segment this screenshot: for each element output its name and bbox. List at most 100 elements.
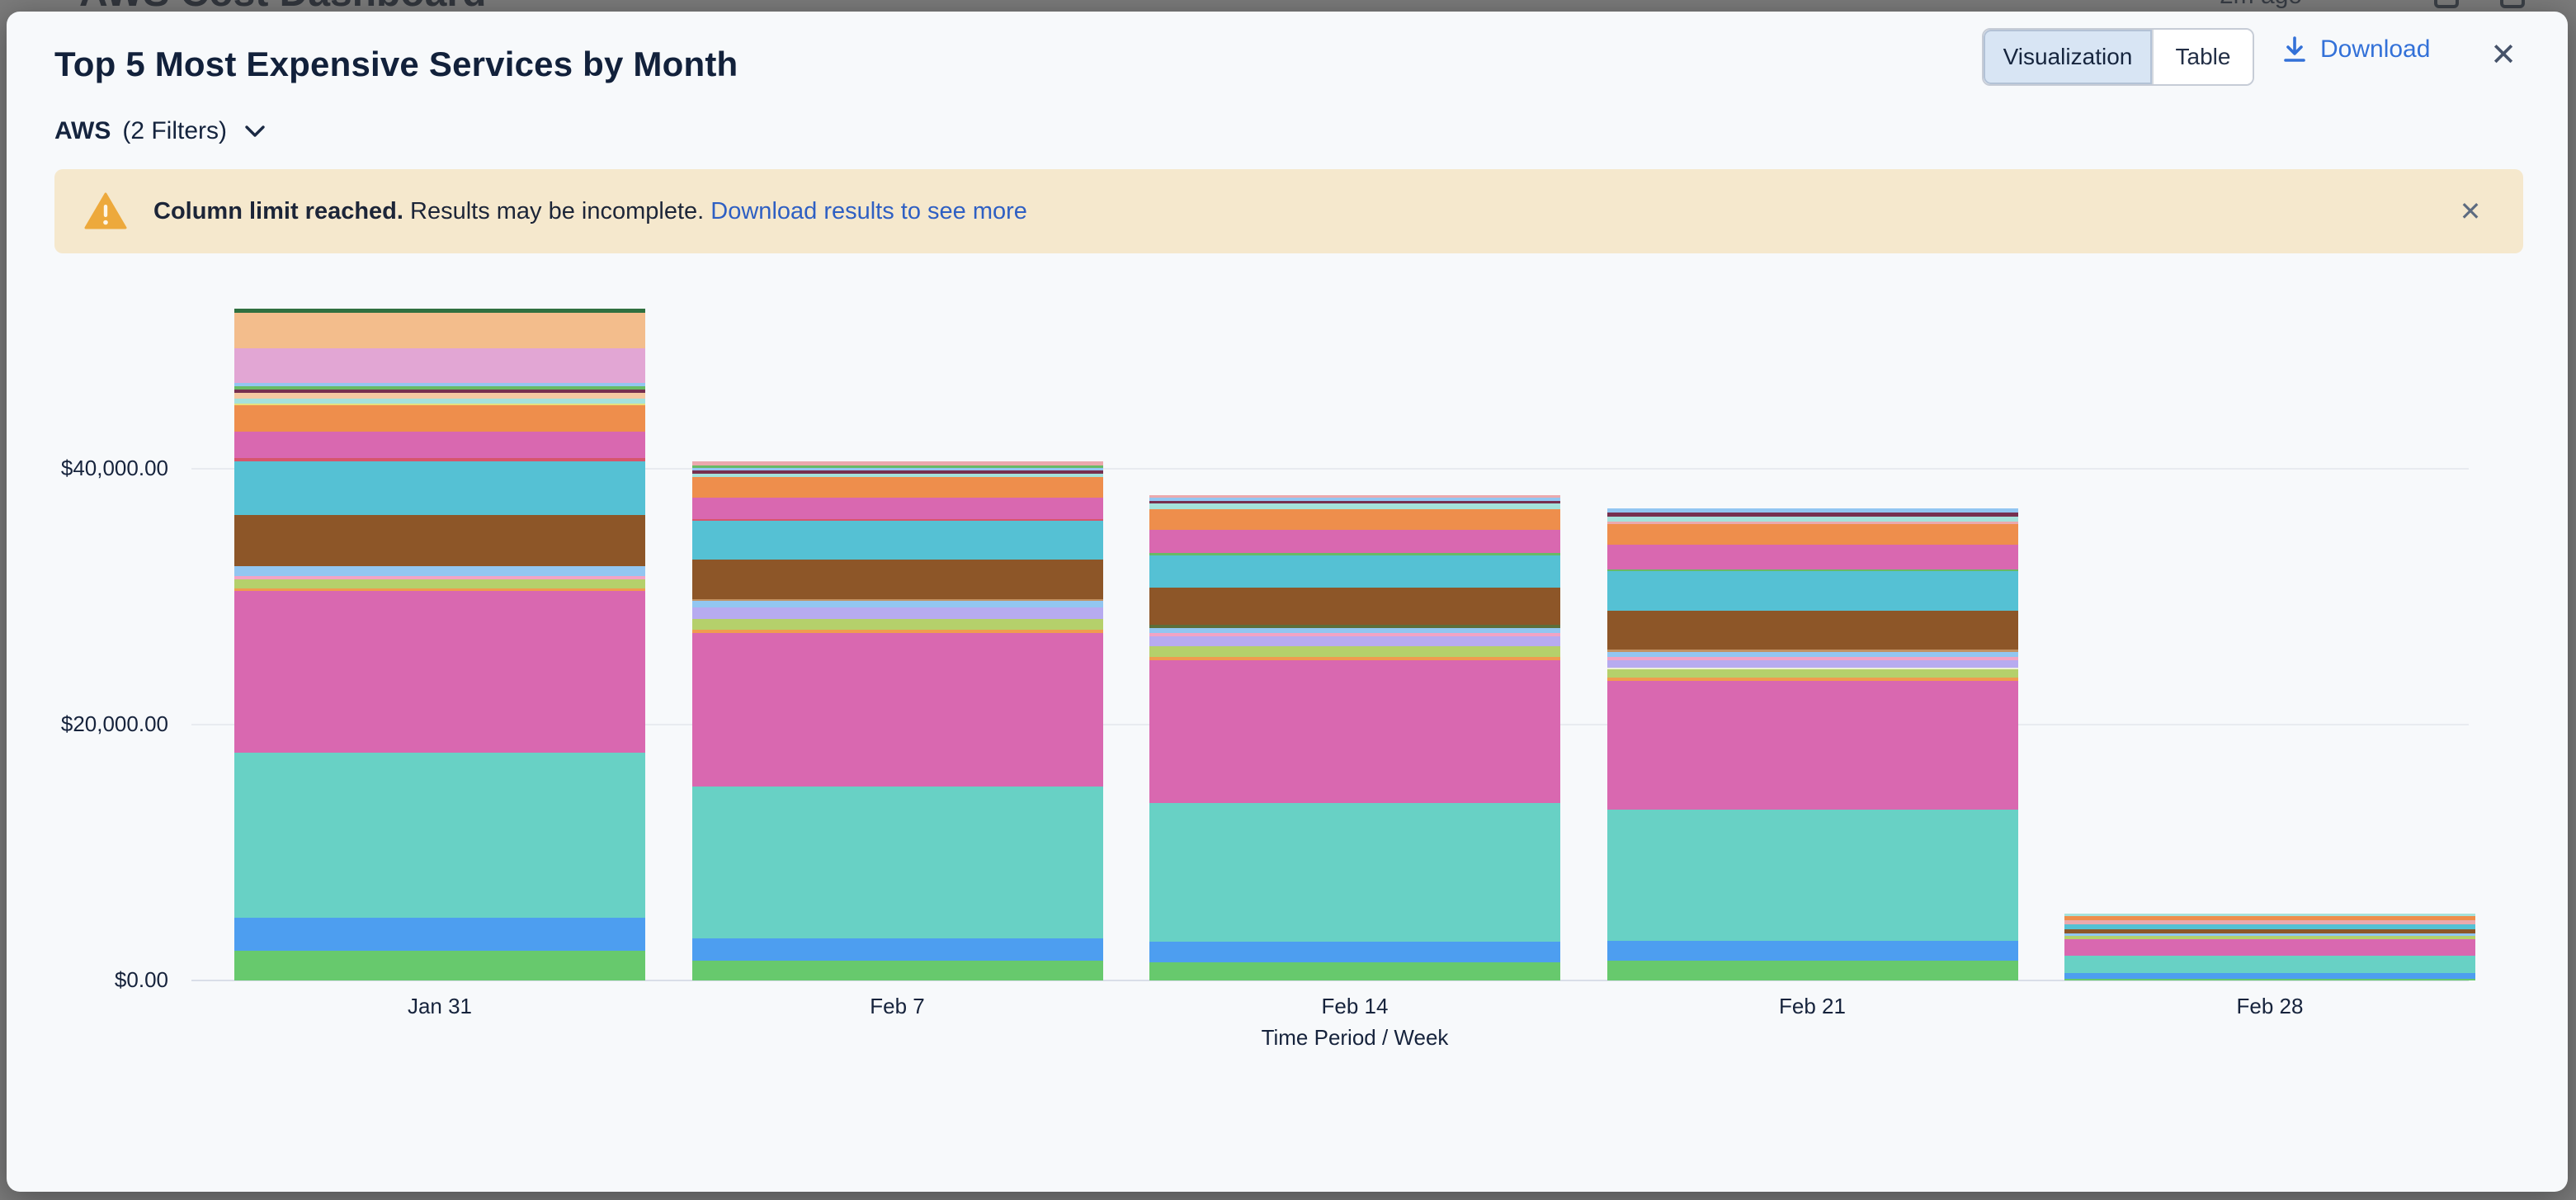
bar-segment[interactable] bbox=[691, 461, 1103, 465]
close-icon[interactable]: ✕ bbox=[2490, 37, 2517, 73]
bar-segment[interactable] bbox=[1606, 523, 2018, 545]
bar-segment[interactable] bbox=[1149, 803, 1560, 943]
bar-segment[interactable] bbox=[1149, 500, 1560, 503]
bar-segment[interactable] bbox=[1149, 497, 1560, 501]
bar-segment[interactable] bbox=[234, 313, 645, 349]
bar-segment[interactable] bbox=[1606, 610, 2018, 650]
bar-segment[interactable] bbox=[1606, 570, 2018, 611]
bar-segment[interactable] bbox=[2064, 936, 2475, 939]
bar-segment[interactable] bbox=[2064, 920, 2475, 925]
bar-segment[interactable] bbox=[234, 565, 645, 576]
bar-segment[interactable] bbox=[1606, 680, 2018, 810]
bar-segment[interactable] bbox=[234, 309, 645, 314]
bar-segment[interactable] bbox=[1149, 646, 1560, 658]
bar-segment[interactable] bbox=[1606, 512, 2018, 517]
bar-segment[interactable] bbox=[691, 618, 1103, 630]
bar-segment[interactable] bbox=[691, 470, 1103, 474]
filter-dropdown[interactable]: AWS (2 Filters) bbox=[54, 117, 267, 145]
bar-segment[interactable] bbox=[2064, 914, 2475, 917]
bar-segment[interactable] bbox=[691, 600, 1103, 608]
bar-segment[interactable] bbox=[2064, 933, 2475, 937]
bar-segment[interactable] bbox=[1606, 809, 2018, 941]
bar-segment[interactable] bbox=[1149, 624, 1560, 628]
bar-segment[interactable] bbox=[1149, 529, 1560, 553]
bar-segment[interactable] bbox=[1149, 636, 1560, 647]
bar-feb-21[interactable] bbox=[1606, 508, 2018, 980]
bar-segment[interactable] bbox=[1149, 494, 1560, 498]
bar-segment[interactable] bbox=[691, 787, 1103, 938]
bar-segment[interactable] bbox=[234, 457, 645, 461]
bar-segment[interactable] bbox=[1149, 503, 1560, 509]
bar-segment[interactable] bbox=[2064, 938, 2475, 956]
bar-segment[interactable] bbox=[234, 398, 645, 404]
tab-table[interactable]: Table bbox=[2152, 30, 2253, 84]
bar-segment[interactable] bbox=[691, 465, 1103, 468]
bar-segment[interactable] bbox=[691, 633, 1103, 787]
bar-feb-28[interactable] bbox=[2064, 914, 2475, 980]
bar-segment[interactable] bbox=[2064, 924, 2475, 930]
bar-segment[interactable] bbox=[234, 591, 645, 754]
bar-segment[interactable] bbox=[691, 559, 1103, 599]
bar-segment[interactable] bbox=[1149, 660, 1560, 804]
bar-segment[interactable] bbox=[1606, 521, 2018, 524]
bar-segment[interactable] bbox=[234, 383, 645, 387]
bar-segment[interactable] bbox=[1606, 677, 2018, 681]
bar-segment[interactable] bbox=[1149, 555, 1560, 588]
bar-segment[interactable] bbox=[1606, 508, 2018, 513]
bar-segment[interactable] bbox=[1606, 660, 2018, 668]
bar-jan-31[interactable] bbox=[234, 309, 645, 980]
bar-segment[interactable] bbox=[234, 579, 645, 588]
bar-segment[interactable] bbox=[1149, 657, 1560, 661]
bar-segment[interactable] bbox=[2064, 929, 2475, 934]
bar-segment[interactable] bbox=[691, 607, 1103, 619]
bar-segment[interactable] bbox=[1149, 633, 1560, 637]
bar-feb-14[interactable] bbox=[1149, 494, 1560, 980]
bar-segment[interactable] bbox=[234, 348, 645, 383]
bar-segment[interactable] bbox=[1606, 569, 2018, 571]
bar-segment[interactable] bbox=[2064, 973, 2475, 979]
bar-segment[interactable] bbox=[1606, 649, 2018, 652]
bar-segment[interactable] bbox=[1606, 544, 2018, 569]
bar-segment[interactable] bbox=[234, 404, 645, 432]
bar-segment[interactable] bbox=[691, 598, 1103, 601]
bar-segment[interactable] bbox=[691, 520, 1103, 560]
bar-segment[interactable] bbox=[1606, 657, 2018, 661]
bar-segment[interactable] bbox=[1149, 942, 1560, 962]
bar-segment[interactable] bbox=[1606, 668, 2018, 669]
bar-segment[interactable] bbox=[691, 938, 1103, 961]
bar-segment[interactable] bbox=[2064, 916, 2475, 921]
bar-segment[interactable] bbox=[234, 404, 645, 405]
bar-segment[interactable] bbox=[691, 476, 1103, 498]
bar-segment[interactable] bbox=[2064, 978, 2475, 980]
bar-segment[interactable] bbox=[234, 392, 645, 399]
bar-segment[interactable] bbox=[691, 630, 1103, 634]
bar-segment[interactable] bbox=[1606, 516, 2018, 522]
bar-segment[interactable] bbox=[234, 588, 645, 592]
bar-segment[interactable] bbox=[1149, 508, 1560, 530]
bar-segment[interactable] bbox=[234, 753, 645, 919]
bar-segment[interactable] bbox=[234, 431, 645, 458]
bar-segment[interactable] bbox=[691, 473, 1103, 477]
bar-feb-7[interactable] bbox=[691, 461, 1103, 980]
bar-segment[interactable] bbox=[1149, 552, 1560, 555]
bar-segment[interactable] bbox=[1606, 960, 2018, 980]
bar-segment[interactable] bbox=[2064, 955, 2475, 974]
bar-segment[interactable] bbox=[234, 514, 645, 566]
bar-segment[interactable] bbox=[234, 918, 645, 952]
download-button[interactable]: Download bbox=[2281, 35, 2430, 64]
bar-segment[interactable] bbox=[234, 386, 645, 390]
bar-segment[interactable] bbox=[691, 960, 1103, 980]
bar-segment[interactable] bbox=[234, 389, 645, 393]
bar-segment[interactable] bbox=[234, 951, 645, 980]
bar-segment[interactable] bbox=[1606, 669, 2018, 678]
download-results-link[interactable]: Download results to see more bbox=[710, 197, 1027, 224]
bar-segment[interactable] bbox=[691, 497, 1103, 519]
bar-segment[interactable] bbox=[1149, 627, 1560, 633]
bar-segment[interactable] bbox=[234, 575, 645, 579]
banner-dismiss-icon[interactable]: ✕ bbox=[2459, 196, 2482, 226]
bar-segment[interactable] bbox=[1606, 940, 2018, 961]
bar-segment[interactable] bbox=[1606, 651, 2018, 657]
tab-visualization[interactable]: Visualization bbox=[1984, 30, 2152, 84]
bar-segment[interactable] bbox=[1149, 587, 1560, 625]
bar-segment[interactable] bbox=[691, 518, 1103, 521]
